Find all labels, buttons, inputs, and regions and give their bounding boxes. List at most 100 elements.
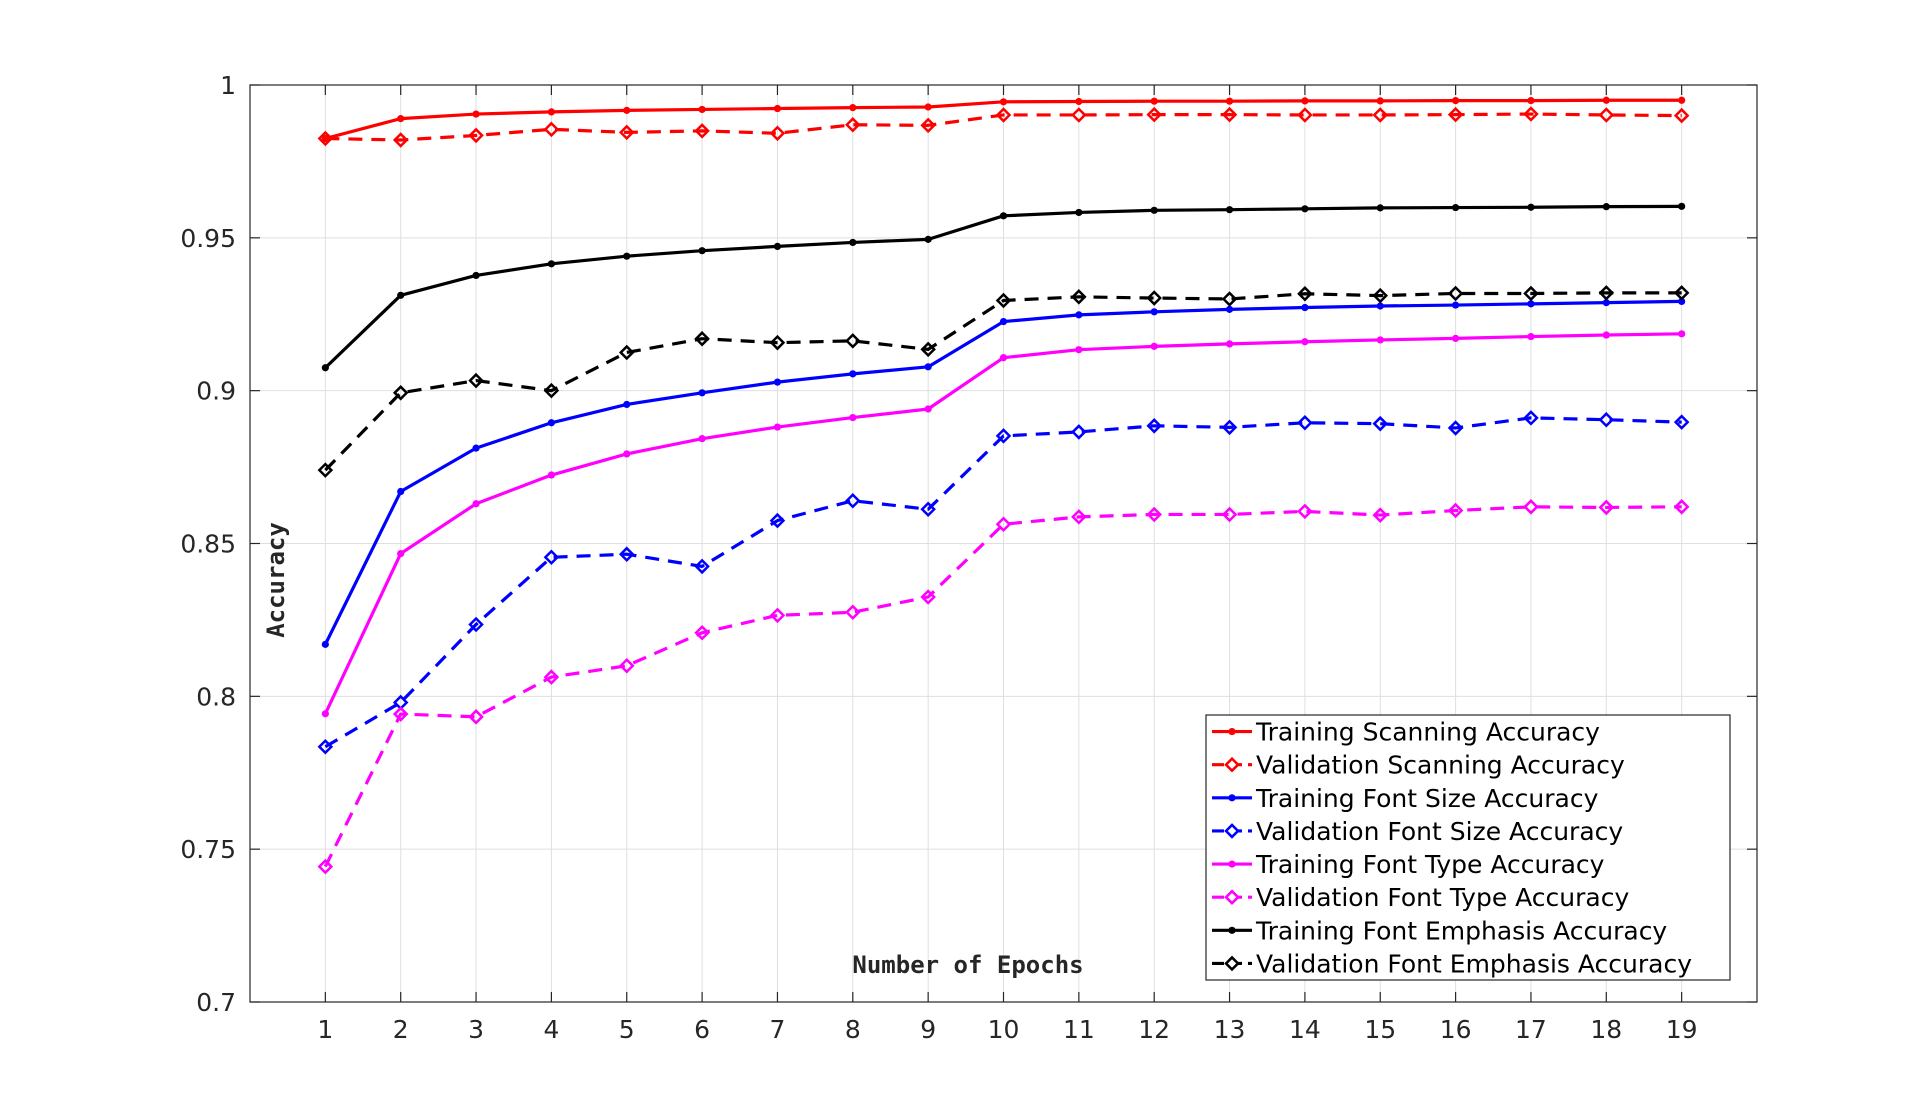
data-point [698,389,706,397]
series-7 [321,202,1686,372]
data-point [1372,107,1389,123]
legend-swatch-marker [1224,756,1240,773]
data-point [1447,285,1464,302]
x-tick-label: 17 [1515,1015,1547,1044]
y-axis-ticks: 0.7 0.75 0.8 0.85 0.9 0.95 1 [180,71,1757,1017]
series-line [324,291,1682,472]
data-point [472,110,480,118]
x-tick-label: 9 [920,1015,936,1044]
x-tick-label: 13 [1214,1015,1246,1044]
legend-item: Validation Font Size Accuracy [1212,817,1623,846]
data-point [1376,97,1384,105]
legend-swatch-marker [1228,794,1236,802]
data-point [999,354,1008,362]
data-point [845,333,861,349]
data-point [543,549,560,566]
data-point [1221,506,1238,523]
legend-label: Validation Scanning Accuracy [1256,751,1625,780]
data-point [1221,419,1238,436]
data-point [769,607,786,624]
data-point [769,512,786,529]
legend-label: Validation Font Type Accuracy [1256,883,1629,912]
data-point [1602,203,1610,211]
data-point [618,546,635,562]
x-tick-label: 19 [1666,1015,1698,1044]
data-point [1075,208,1083,217]
y-axis-title: Accuracy [262,522,290,638]
data-point [1150,97,1158,105]
series-line [324,416,1682,749]
data-point [472,500,480,508]
data-point [698,435,706,443]
x-tick-label: 4 [543,1015,559,1044]
data-point [1452,301,1460,309]
data-point [1678,202,1686,210]
data-point [543,382,560,399]
data-point [547,471,556,479]
series-2 [317,106,1690,148]
data-point [773,242,782,250]
data-point [1447,106,1464,123]
data-point [547,108,556,116]
data-point [1372,415,1389,432]
data-point [773,104,782,113]
data-point [1297,286,1313,302]
y-tick-label: 0.7 [196,988,236,1017]
data-point [1452,96,1460,105]
series-line [325,112,1682,142]
data-point [1673,285,1690,301]
legend-label: Validation Font Size Accuracy [1256,817,1623,846]
x-tick-label: 6 [694,1015,710,1044]
data-point [1602,299,1610,307]
legend-label: Training Font Size Accuracy [1255,784,1599,813]
data-point [623,400,631,409]
x-tick-label: 1 [317,1015,333,1044]
data-point [1598,499,1615,516]
data-point [1221,106,1238,123]
series-1 [321,96,1686,143]
data-point [543,669,560,685]
data-point [397,291,405,299]
x-tick-label: 15 [1364,1015,1396,1044]
data-point [1598,107,1615,123]
x-tick-label: 3 [468,1015,484,1044]
data-point [1376,336,1384,344]
x-tick-label: 14 [1289,1015,1321,1044]
x-tick-label: 7 [769,1015,785,1044]
data-point [1673,499,1690,515]
legend-item: Validation Font Emphasis Accuracy [1212,949,1692,978]
series-3 [321,297,1686,648]
data-point [1297,503,1313,520]
legend-item: Validation Scanning Accuracy [1212,751,1625,780]
data-point [999,317,1008,326]
series-line [323,505,1682,868]
y-tick-label: 0.9 [196,377,236,406]
legend-swatch-marker [1228,727,1236,736]
x-axis-ticks: 1 2 3 4 5 6 7 8 9 10 11 12 13 14 15 16 17 18 19 [317,85,1698,1044]
x-tick-label: 11 [1063,1015,1095,1044]
data-point [1598,411,1615,428]
data-point [623,106,631,114]
data-point [392,706,409,722]
data-point [849,238,857,247]
data-point [849,413,857,422]
data-point [1150,206,1158,214]
data-point [1071,107,1087,123]
data-point [999,98,1008,106]
y-tick-label: 0.8 [196,682,236,711]
x-tick-label: 2 [393,1015,409,1044]
legend-swatch-marker [1228,926,1236,934]
data-point [1602,331,1610,339]
data-point [769,125,786,142]
data-point [1146,418,1162,434]
data-point [1075,346,1083,354]
data-point [1602,96,1610,104]
x-tick-label: 5 [619,1015,635,1044]
data-point [618,124,635,141]
data-point [397,549,405,558]
data-point [995,516,1012,533]
data-point [1150,342,1158,350]
data-point [694,558,710,575]
data-point [317,739,334,755]
